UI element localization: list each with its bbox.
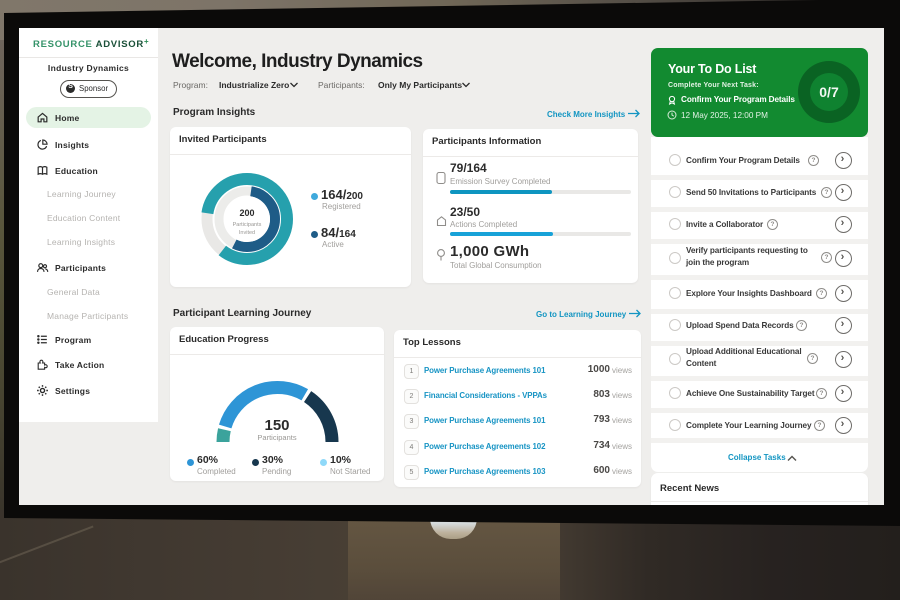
svg-text:Participants: Participants: [257, 433, 296, 442]
svg-text:Participants: Participants: [233, 222, 262, 228]
svg-text:150: 150: [264, 417, 289, 434]
svg-text:200: 200: [239, 208, 254, 218]
svg-text:Invited: Invited: [239, 230, 255, 236]
